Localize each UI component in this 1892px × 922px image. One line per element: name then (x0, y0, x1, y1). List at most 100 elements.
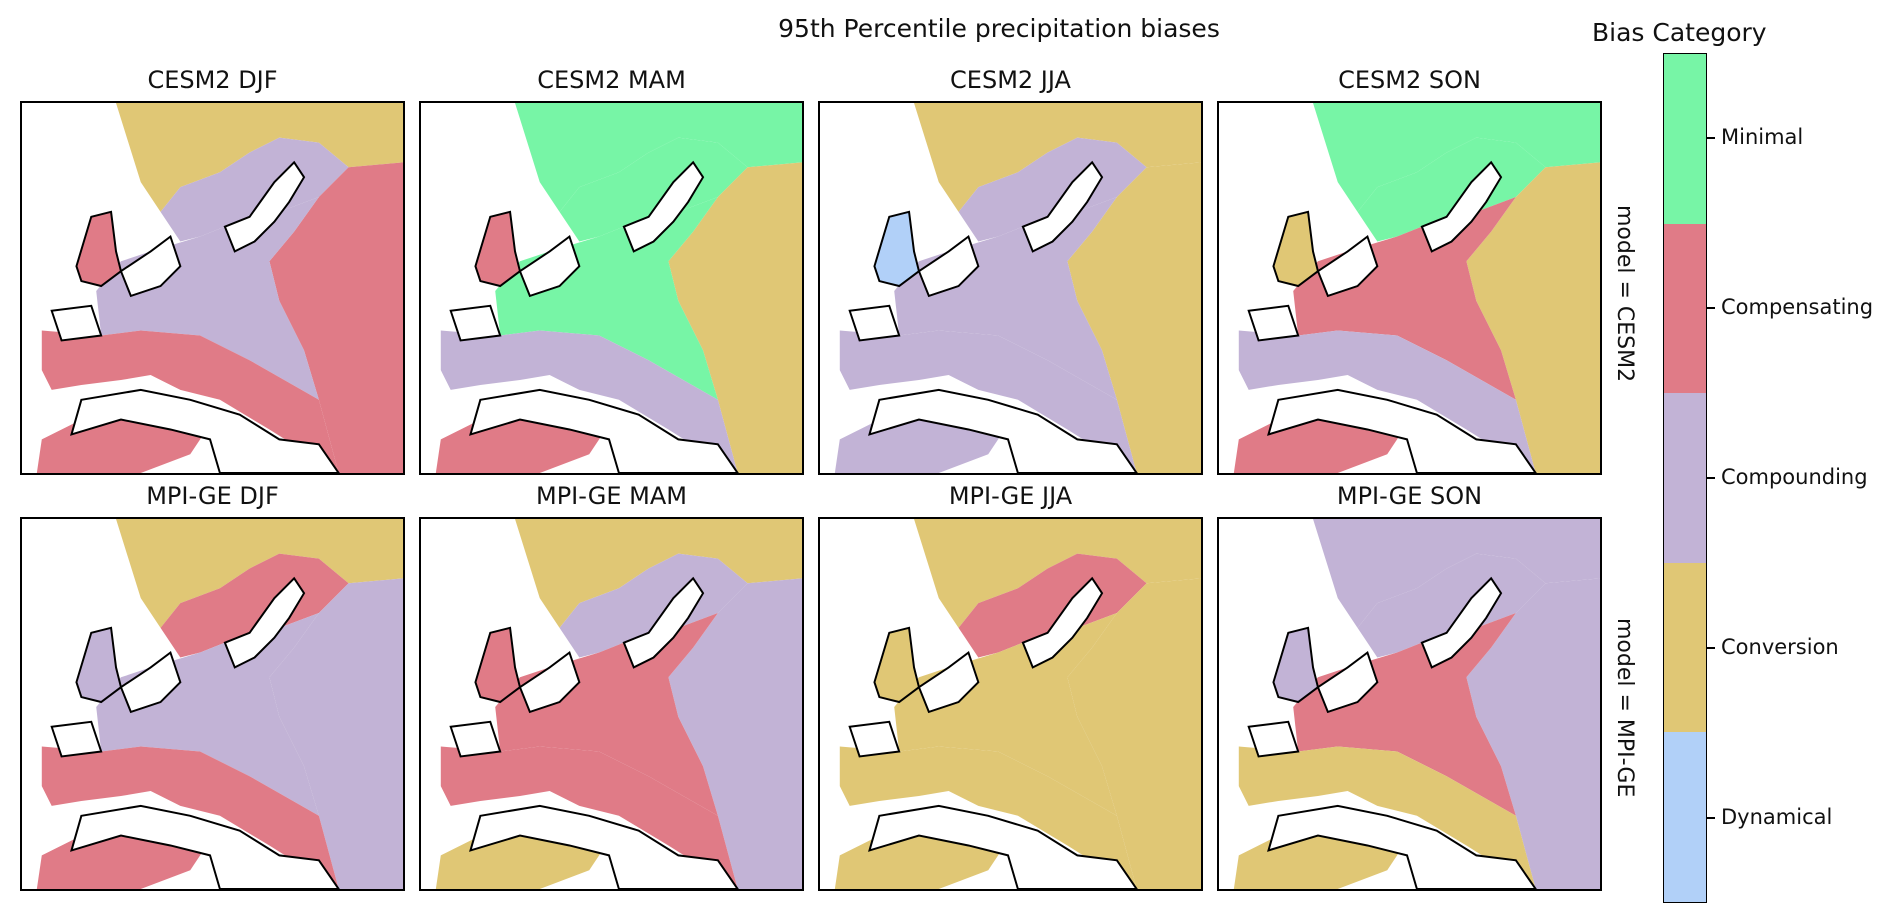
panel-title-mpige-jja: MPI-GE JJA (948, 482, 1073, 510)
region-south (839, 746, 1137, 889)
colorbar-segment-minimal (1664, 54, 1706, 224)
colorbar-tick (1707, 137, 1715, 139)
colorbar-title: Bias Category (1592, 18, 1767, 47)
map-panel-cesm2-mam (419, 101, 804, 475)
region-east (269, 162, 403, 473)
region-north (515, 103, 802, 212)
coastline-britain (474, 210, 522, 288)
colorbar-tick (1707, 307, 1715, 309)
region-south (1238, 330, 1536, 473)
region-britain (1273, 211, 1318, 287)
map-panel-cesm2-djf (20, 101, 405, 475)
north-sea (917, 234, 980, 298)
panel-title-mpige-mam: MPI-GE MAM (535, 482, 688, 510)
panel-title-cesm2-son: CESM2 SON (1338, 66, 1481, 94)
baltic-sea (622, 576, 705, 669)
region-britain (874, 627, 919, 703)
biscay-bay (848, 304, 901, 342)
region-north (1313, 103, 1600, 212)
region-scand (1357, 553, 1546, 658)
biscay-bay (1247, 304, 1300, 342)
map-panel-mpige-mam (419, 517, 804, 891)
region-north (116, 519, 403, 628)
baltic-sea (1021, 576, 1104, 669)
region-east (668, 578, 802, 889)
region-east (1466, 162, 1600, 473)
biscay-bay (50, 304, 103, 342)
row-label-mpige: model = MPI-GE (1612, 618, 1637, 798)
region-south (440, 746, 738, 889)
north-sea (1316, 650, 1379, 714)
row-label-cesm2: model = CESM2 (1612, 205, 1637, 383)
region-scand (160, 553, 349, 658)
region-scand (559, 137, 748, 242)
panel-title-mpige-djf: MPI-GE DJF (146, 482, 279, 510)
coastline-britain (474, 626, 522, 704)
region-north (914, 103, 1201, 212)
biscay-bay (1247, 720, 1300, 758)
mediterranean-sea (469, 388, 739, 473)
map-panel-mpige-djf (20, 517, 405, 891)
map-panel-cesm2-son (1217, 101, 1602, 475)
region-central (1293, 612, 1516, 816)
baltic-sea (1420, 160, 1503, 253)
europe-map (1233, 103, 1600, 473)
region-scand (958, 137, 1147, 242)
baltic-sea (223, 160, 306, 253)
region-central (96, 612, 319, 816)
colorbar-label-compensating: Compensating (1721, 295, 1874, 319)
region-britain (475, 627, 520, 703)
region-south (41, 746, 339, 889)
region-central (894, 612, 1117, 816)
region-south (1238, 746, 1536, 889)
panel-title-cesm2-mam: CESM2 MAM (537, 66, 686, 94)
region-central (495, 612, 718, 816)
europe-map (435, 103, 802, 473)
coastline-britain (1272, 626, 1320, 704)
region-central (495, 196, 718, 400)
region-south (839, 330, 1137, 473)
europe-map (435, 519, 802, 889)
region-south (440, 330, 738, 473)
panel-title-cesm2-djf: CESM2 DJF (147, 66, 278, 94)
region-scand (559, 553, 748, 658)
region-east (1067, 578, 1201, 889)
europe-map (36, 103, 403, 473)
baltic-sea (223, 576, 306, 669)
region-scand (1357, 137, 1546, 242)
baltic-sea (622, 160, 705, 253)
figure-title: 95th Percentile precipitation biases (778, 14, 1220, 43)
europe-map (834, 103, 1201, 473)
mediterranean-sea (1267, 388, 1537, 473)
mediterranean-sea (868, 804, 1138, 889)
region-east (668, 162, 802, 473)
coastline-britain (1272, 210, 1320, 288)
region-north (914, 519, 1201, 628)
colorbar (1663, 53, 1707, 903)
panel-title-mpige-son: MPI-GE SON (1336, 482, 1483, 510)
region-north (515, 519, 802, 628)
colorbar-label-conversion: Conversion (1721, 635, 1839, 659)
colorbar-tick (1707, 817, 1715, 819)
region-north (116, 103, 403, 212)
colorbar-segment-compensating (1664, 223, 1706, 394)
biscay-bay (50, 720, 103, 758)
north-sea (119, 650, 182, 714)
mediterranean-sea (70, 804, 340, 889)
biscay-bay (449, 720, 502, 758)
panel-title-cesm2-jja: CESM2 JJA (950, 66, 1071, 94)
region-britain (1273, 627, 1318, 703)
region-britain (76, 627, 121, 703)
coastline-britain (873, 210, 921, 288)
map-panel-mpige-son (1217, 517, 1602, 891)
north-sea (1316, 234, 1379, 298)
mediterranean-sea (1267, 804, 1537, 889)
biscay-bay (848, 720, 901, 758)
biscay-bay (449, 304, 502, 342)
north-sea (518, 650, 581, 714)
baltic-sea (1420, 576, 1503, 669)
colorbar-tick (1707, 477, 1715, 479)
coastline-britain (75, 626, 123, 704)
region-central (1293, 196, 1516, 400)
region-south (41, 330, 339, 473)
